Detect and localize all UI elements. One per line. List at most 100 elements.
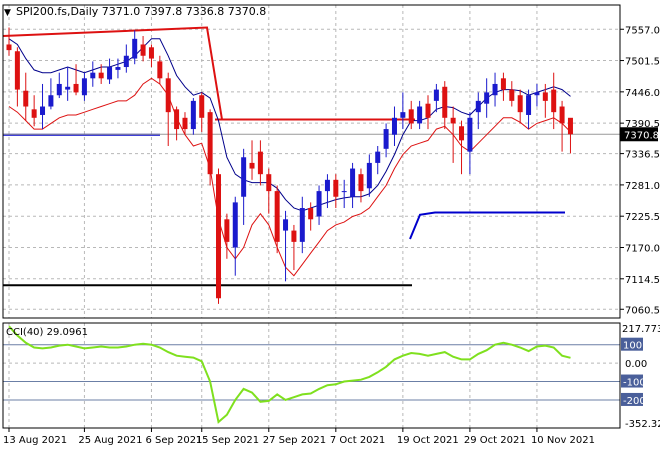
main-panel-frame (2, 4, 621, 319)
candle (559, 100, 565, 152)
candle (542, 83, 548, 118)
candle (442, 81, 448, 130)
candle-body (567, 117, 573, 135)
candle-body (148, 47, 154, 59)
candle-body (408, 109, 414, 124)
candle (174, 106, 180, 141)
candle (81, 72, 87, 101)
candle (216, 168, 221, 304)
candle-body (190, 100, 196, 130)
candle-body (316, 191, 322, 217)
candle (274, 185, 280, 254)
candle (534, 83, 540, 107)
candle-body (366, 162, 372, 189)
candle (249, 140, 255, 180)
candle (241, 148, 247, 225)
cci-panel-frame (2, 322, 621, 429)
candle-body (283, 219, 289, 231)
cci-level-badge (621, 392, 643, 406)
candle (475, 92, 481, 130)
grid-lines (3, 5, 620, 428)
candle (224, 213, 230, 259)
candle-body (492, 83, 498, 96)
candle-body (450, 117, 456, 124)
cci-level-badge (621, 337, 643, 351)
candle-body (467, 117, 473, 152)
candle (132, 30, 138, 65)
price-tick-label: 7390.5 (625, 119, 660, 130)
cci-tick-label: 100 (623, 341, 642, 352)
candle-body (56, 83, 62, 96)
candle-body (425, 103, 431, 118)
candle (40, 83, 46, 130)
candle (526, 89, 532, 130)
candle (115, 58, 121, 79)
candle-body (509, 89, 515, 101)
candle (324, 174, 330, 209)
candle (358, 168, 364, 203)
candle-body (433, 89, 439, 101)
candle-body (350, 168, 356, 197)
current-price-label: 7370.8 (624, 130, 659, 141)
candle-body (324, 179, 330, 192)
time-tick-label: 15 Sep 2021 (196, 435, 259, 446)
candle (232, 196, 238, 276)
cci-top-value: 217.7739 (622, 324, 660, 335)
candle (551, 72, 557, 130)
candle (567, 117, 573, 154)
candle-body (123, 55, 129, 68)
candle-body (165, 78, 171, 113)
candlesticks (6, 27, 573, 304)
candle-body (274, 191, 280, 242)
candle (509, 81, 515, 107)
candle-body (526, 95, 532, 115)
candle (492, 72, 498, 107)
candle (199, 92, 205, 132)
collapse-triangle-icon[interactable]: ▼ (4, 8, 11, 18)
candle (383, 123, 389, 158)
blue-level-line (409, 211, 565, 240)
candle (14, 47, 20, 107)
candle (190, 98, 196, 135)
candle (425, 95, 431, 130)
cci-level-badge (621, 374, 643, 388)
candle (31, 95, 37, 127)
time-tick-label: 27 Sep 2021 (263, 435, 326, 446)
candle-body (14, 51, 20, 90)
candle (517, 89, 523, 124)
chart-header-label: SPI200.fs,Daily 7371.0 7397.8 7336.8 737… (16, 5, 266, 18)
candle (257, 140, 263, 186)
candle-body (40, 106, 46, 115)
candle (56, 72, 62, 99)
candle-body (90, 72, 96, 79)
candle-body (31, 109, 37, 118)
candle (165, 72, 171, 146)
candle-body (207, 112, 213, 175)
candle (6, 27, 12, 56)
candle-body (6, 44, 12, 51)
candle-body (484, 92, 490, 104)
axis-labels: 7557.0 7501.5 7446.0 7390.5 7336.5 7281.0 7225… (3, 25, 660, 446)
red-trend-line (2, 26, 223, 120)
candle (316, 185, 322, 225)
candle (291, 224, 297, 271)
candle-body (241, 157, 247, 197)
time-tick-label: 13 Aug 2021 (3, 435, 67, 446)
time-tick-label: 29 Oct 2021 (464, 435, 526, 446)
candle (23, 72, 29, 121)
candle-body (442, 86, 448, 118)
candle-body (174, 109, 180, 130)
panel-frames (2, 4, 621, 429)
price-tick-label: 7225.5 (625, 212, 660, 223)
price-tick-label: 7557.0 (625, 25, 660, 36)
candle-body (333, 179, 339, 197)
candle-body (299, 208, 305, 242)
candle-body (417, 106, 423, 124)
candle (266, 168, 272, 214)
candle-body (551, 89, 557, 113)
candle (283, 210, 289, 282)
time-tick-label: 25 Aug 2021 (78, 435, 142, 446)
candle (484, 78, 490, 118)
candle (299, 196, 305, 254)
candle (123, 44, 129, 73)
